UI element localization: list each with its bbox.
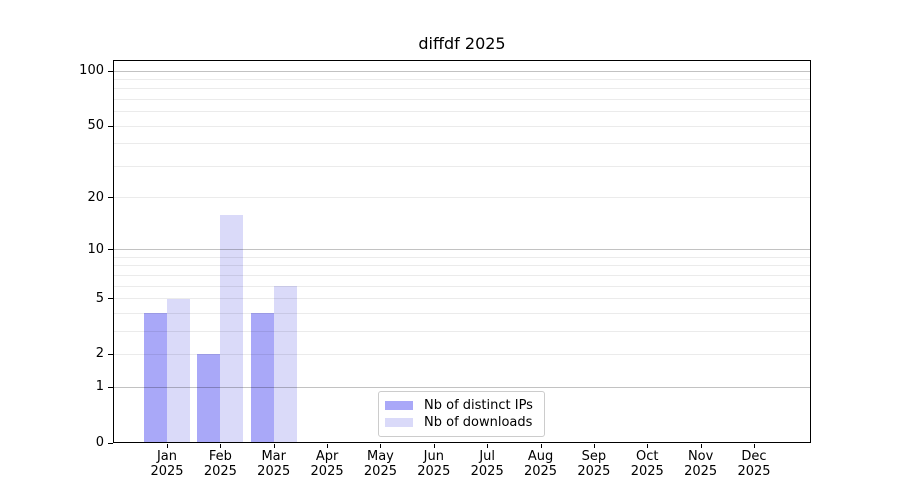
chart-title: diffdf 2025: [418, 34, 506, 53]
x-tick-label-jan: Jan 2025: [137, 449, 197, 479]
x-tick-label-sep: Sep 2025: [564, 449, 624, 479]
x-tick-label-may: May 2025: [350, 449, 410, 479]
x-tick-label-jul: Jul 2025: [457, 449, 517, 479]
x-tick-year: 2025: [203, 464, 237, 479]
y-tick-mark: [108, 298, 113, 300]
gridline-minor: [113, 285, 811, 287]
x-tick-year: 2025: [257, 464, 291, 479]
x-tick-mark: [487, 444, 489, 448]
gridline-minor: [113, 274, 811, 276]
y-tick-label: 0: [95, 435, 104, 450]
x-tick-mark: [540, 444, 542, 448]
gridline-minor: [113, 256, 811, 258]
bar-nb-of-distinct-ips: [250, 313, 274, 443]
x-tick-year: 2025: [577, 464, 611, 479]
y-tick-mark: [108, 70, 113, 72]
x-tick-year: 2025: [150, 464, 184, 479]
x-tick-label-aug: Aug 2025: [511, 449, 571, 479]
x-tick-year: 2025: [310, 464, 344, 479]
gridline-minor: [113, 143, 811, 145]
y-tick-mark: [108, 125, 113, 127]
y-tick-mark: [108, 442, 113, 444]
x-tick-label-oct: Oct 2025: [617, 449, 677, 479]
x-tick-mark: [754, 444, 755, 448]
x-tick-mark: [433, 444, 435, 448]
gridline-major: [113, 386, 811, 388]
x-tick-year: 2025: [737, 464, 771, 479]
x-tick-year: 2025: [363, 464, 397, 479]
gridline-minor: [113, 98, 811, 100]
x-tick-mark: [273, 444, 275, 448]
y-tick-label: 50: [87, 118, 104, 134]
y-tick-mark: [108, 197, 113, 199]
bar-nb-of-distinct-ips: [144, 313, 167, 443]
x-tick-year: 2025: [684, 464, 718, 479]
legend-swatch-distinct-ips: [385, 401, 413, 410]
gridline-minor: [113, 197, 811, 199]
gridline-minor: [113, 265, 811, 267]
y-tick-label: 1: [95, 379, 104, 395]
x-tick-label-apr: Apr 2025: [297, 449, 357, 479]
x-tick-mark: [220, 444, 222, 448]
x-tick-label-jun: Jun 2025: [404, 449, 464, 479]
x-tick-mark: [647, 444, 649, 448]
x-tick-year: 2025: [417, 464, 451, 479]
gridline-minor: [113, 330, 811, 332]
bar-nb-of-distinct-ips: [197, 354, 221, 443]
y-tick-label: 100: [79, 63, 104, 78]
x-tick-mark: [593, 444, 595, 448]
x-tick-mark: [700, 444, 702, 448]
gridline-major: [113, 70, 811, 72]
gridline-major: [113, 249, 811, 251]
legend: Nb of distinct IPs Nb of downloads: [378, 391, 545, 437]
gridline-minor: [113, 111, 811, 113]
x-tick-year: 2025: [470, 464, 504, 479]
y-tick-label: 2: [95, 346, 104, 362]
x-tick-label-mar: Mar 2025: [244, 449, 304, 479]
y-tick-label: 10: [87, 241, 104, 257]
legend-item-downloads: Nb of downloads: [385, 414, 534, 431]
x-tick-year: 2025: [523, 464, 558, 479]
plot-area: [113, 60, 811, 443]
bar-nb-of-downloads: [220, 214, 244, 443]
gridline-minor: [113, 125, 811, 127]
minor-gridlines-layer: [113, 60, 811, 443]
bar-nb-of-downloads: [167, 298, 190, 443]
y-tick-label: 20: [87, 189, 104, 205]
gridline-minor: [113, 78, 811, 80]
x-tick-label-feb: Feb 2025: [190, 449, 250, 479]
legend-item-distinct-ips: Nb of distinct IPs: [385, 397, 534, 414]
gridline-minor: [113, 165, 811, 167]
y-tick-mark: [108, 353, 113, 355]
x-tick-mark: [380, 444, 382, 448]
x-tick-year: 2025: [630, 464, 664, 479]
gridline-minor: [113, 298, 811, 300]
legend-label-downloads: Nb of downloads: [424, 415, 533, 430]
legend-swatch-downloads: [385, 418, 413, 427]
y-tick-label: 5: [95, 290, 104, 306]
x-tick-mark: [167, 444, 168, 448]
major-gridlines-layer: [113, 60, 811, 443]
y-tick-mark: [108, 249, 113, 251]
y-tick-mark: [108, 386, 113, 388]
bar-nb-of-downloads: [273, 286, 297, 443]
gridline-minor: [113, 312, 811, 314]
x-tick-label-dec: Dec 2025: [724, 449, 784, 479]
legend-label-distinct-ips: Nb of distinct IPs: [424, 398, 533, 413]
x-tick-label-nov: Nov 2025: [671, 449, 731, 479]
x-tick-mark: [327, 444, 329, 448]
gridline-minor: [113, 353, 811, 355]
gridline-minor: [113, 88, 811, 90]
bars-layer: [113, 60, 811, 443]
